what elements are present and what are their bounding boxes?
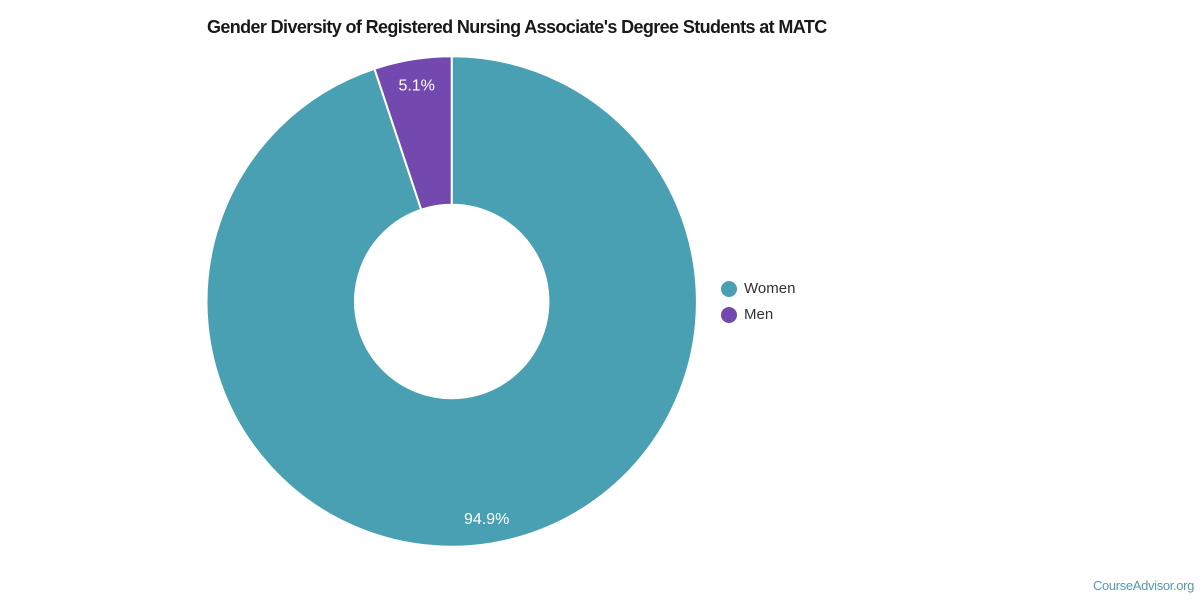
pie-slice-men[interactable] (373, 55, 453, 211)
data-label-men: 5.1% (398, 78, 434, 95)
legend-swatch-women (721, 281, 737, 297)
legend-item-women[interactable]: Women (721, 281, 795, 297)
chart-title: Gender Diversity of Registered Nursing A… (207, 17, 827, 37)
legend-item-men[interactable]: Men (721, 307, 795, 323)
brand-link[interactable]: CourseAdvisor.org (1093, 578, 1194, 593)
legend-label: Men (744, 306, 774, 323)
legend-swatch-men (721, 307, 737, 323)
data-label-women: 94.9% (464, 511, 509, 528)
chart-legend: Women Men (721, 281, 795, 333)
legend-label: Women (744, 280, 796, 297)
pie-slice-women[interactable] (205, 55, 698, 548)
